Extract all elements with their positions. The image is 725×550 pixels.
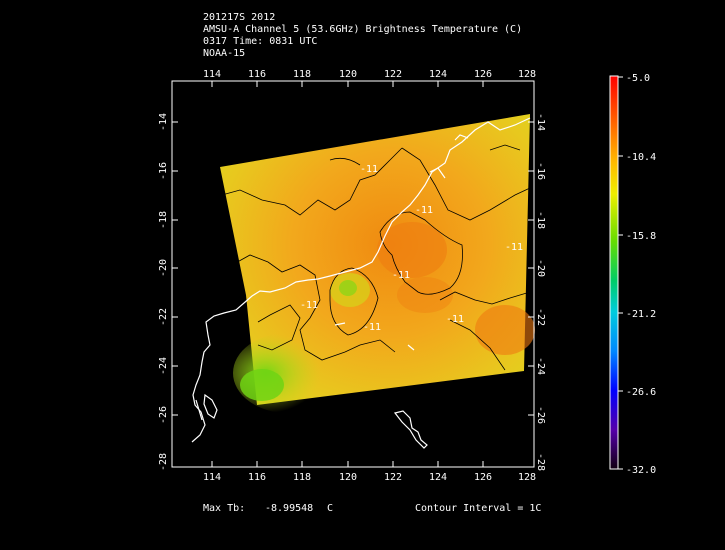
lon-tick-label: 122 [384,69,402,80]
lon-tick-label: 114 [203,69,221,80]
lon-tick-label: 120 [339,472,357,483]
lat-tick-label: -28 [158,453,169,471]
colorbar-label: -21.2 [626,309,656,320]
lon-tick-label: 118 [293,472,311,483]
coastline [191,117,531,449]
colorbar-label: -32.0 [626,465,656,476]
lon-tick-label: 124 [429,472,447,483]
contour-lines [221,144,531,371]
contour-label: -11 [415,205,433,216]
contour-label: -11 [300,300,318,311]
tick-marks [172,81,534,467]
colorbar-label: -5.0 [626,73,650,84]
lat-labels-right: -14 -16 -18 -20 -22 -24 -26 -28 [535,113,546,471]
colorbar-gradient [609,75,619,470]
brightness-swath [220,114,535,413]
lat-tick-label: -18 [158,211,169,229]
lat-tick-label: -18 [535,211,546,229]
lat-labels-left: -14 -16 -18 -20 -22 -24 -26 -28 [158,113,169,471]
colorbar-label: -26.6 [626,387,656,398]
header-line-4: NOAA-15 [203,48,246,59]
map-frame [171,80,535,468]
lat-tick-label: -20 [535,259,546,277]
lat-tick-label: -14 [158,113,169,131]
lon-tick-label: 120 [339,69,357,80]
lat-tick-label: -28 [535,453,546,471]
header-text: 201217S 2012 AMSU-A Channel 5 (53.6GHz) … [203,12,522,60]
colorbar: -5.0 -10.4 -15.8 -21.2 -26.6 -32.0 [609,73,656,476]
lat-tick-label: -16 [158,162,169,180]
max-tb-label: Max Tb: [203,503,246,514]
contour-label: -11 [392,270,410,281]
lon-tick-label: 116 [248,69,266,80]
lat-tick-label: -24 [535,357,546,375]
lon-tick-label: 126 [474,69,492,80]
contour-label: -11 [505,242,523,253]
max-tb-value: -8.99548 [265,503,314,514]
header-line-2: AMSU-A Channel 5 (53.6GHz) Brightness Te… [203,24,523,35]
lat-tick-label: -22 [158,308,169,326]
lon-tick-label: 128 [518,472,536,483]
lon-tick-label: 128 [518,69,536,80]
contour-labels: -11 -11 -11 -11 -11 -11 -11 [300,164,523,333]
lon-labels-top: 114 116 118 120 122 124 126 128 [203,69,536,80]
contour-interval: Contour Interval = 1C [415,503,542,514]
contour-label: -11 [446,314,464,325]
contour-label: -11 [360,164,378,175]
lat-tick-label: -24 [158,357,169,375]
contour-label: -11 [363,322,381,333]
lon-tick-label: 114 [203,472,221,483]
lat-tick-label: -14 [535,113,546,131]
colorbar-label: -10.4 [626,152,656,163]
lon-labels-bottom: 114 116 118 120 122 124 126 128 [203,472,536,483]
colorbar-label: -15.8 [626,231,656,242]
lat-tick-label: -20 [158,259,169,277]
lat-tick-label: -26 [535,406,546,424]
lon-tick-label: 118 [293,69,311,80]
lon-tick-label: 122 [384,472,402,483]
lon-tick-label: 116 [248,472,266,483]
lon-tick-label: 124 [429,69,447,80]
lon-tick-label: 126 [474,472,492,483]
lat-tick-label: -26 [158,406,169,424]
max-tb-unit: C [327,503,334,514]
header-line-3: 0317 Time: 0831 UTC [203,36,318,47]
header-line-1: 201217S 2012 [203,12,276,23]
lat-tick-label: -22 [535,308,546,326]
lat-tick-label: -16 [535,162,546,180]
